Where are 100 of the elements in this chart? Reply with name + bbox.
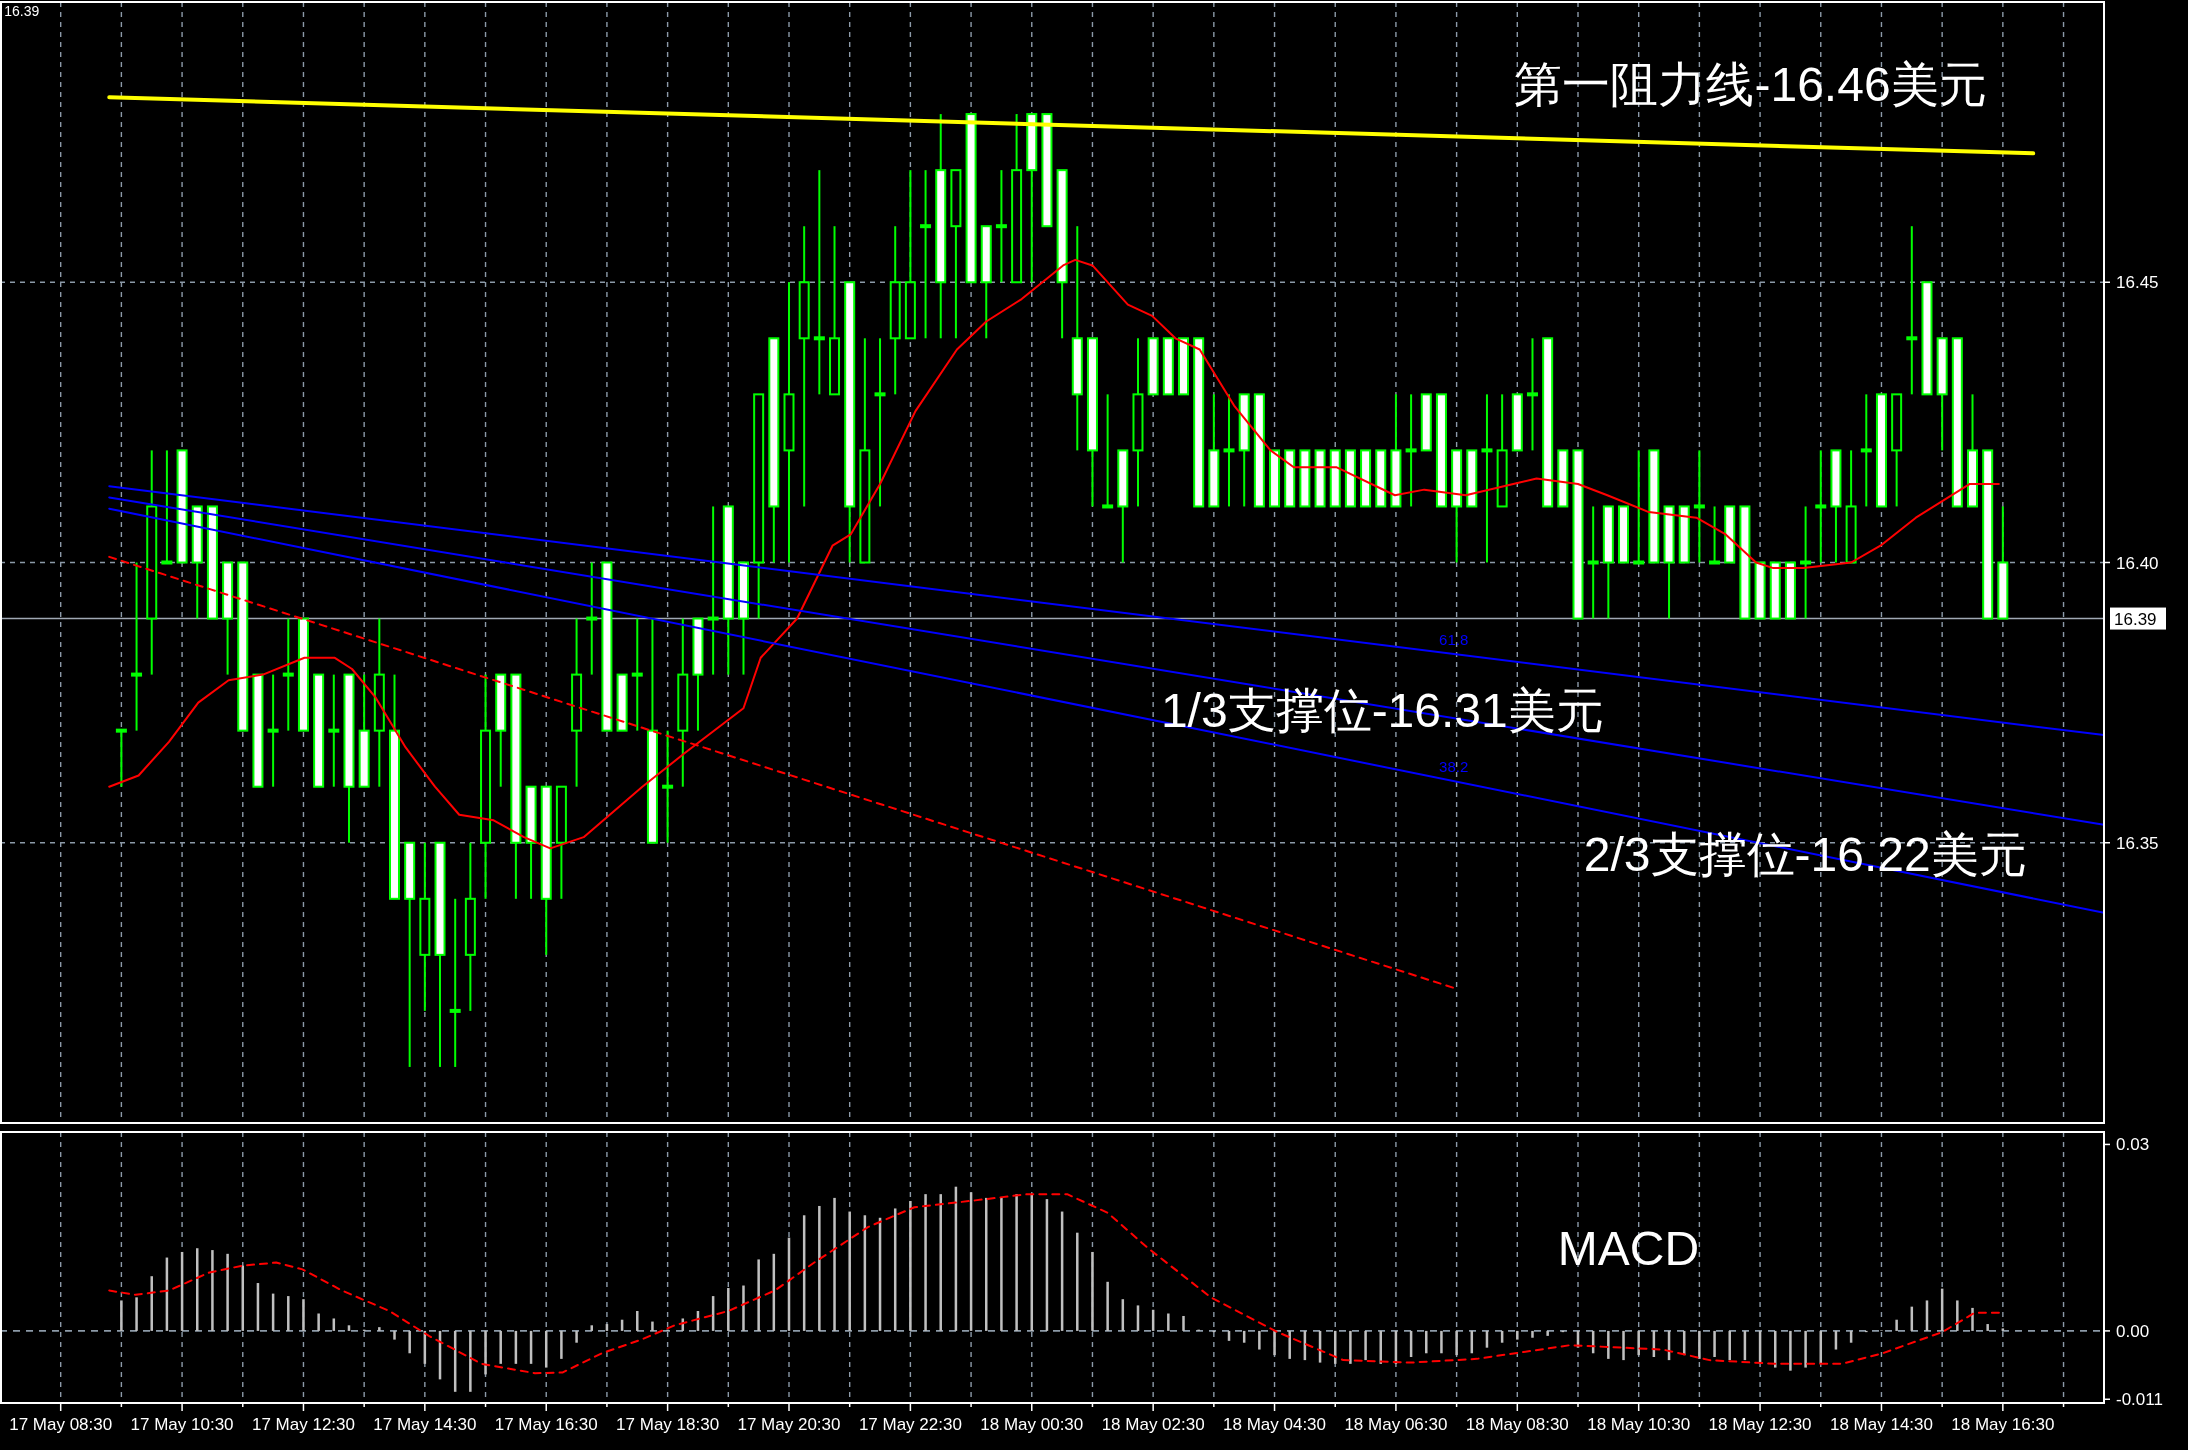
x-tick-label: 18 May 00:30	[980, 1415, 1084, 1434]
bar	[1774, 1330, 1777, 1368]
bar	[1440, 1330, 1443, 1354]
candlestick	[874, 337, 886, 508]
x-tick-label: 17 May 22:30	[858, 1415, 962, 1434]
bar	[1106, 1281, 1109, 1331]
bar	[1015, 1194, 1018, 1331]
bar	[1288, 1330, 1291, 1359]
annotation: 第一阻力线-16.46美元	[1514, 57, 1987, 111]
candlestick	[631, 617, 643, 732]
x-tick-label: 17 May 08:30	[9, 1415, 113, 1434]
candlestick	[920, 169, 932, 340]
bar	[1622, 1330, 1625, 1361]
bar	[1728, 1330, 1731, 1361]
bar	[1804, 1330, 1807, 1368]
bar	[1258, 1330, 1261, 1350]
candlestick	[1223, 393, 1235, 508]
y-tick-label: 0.00	[2116, 1321, 2150, 1341]
y-tick-label: 16.45	[2116, 273, 2159, 293]
candlestick	[1633, 449, 1645, 565]
bar	[484, 1330, 487, 1375]
series-label: 61.8	[1439, 631, 1469, 649]
candlestick	[662, 729, 674, 844]
x-tick-label: 17 May 14:30	[373, 1415, 477, 1434]
candlestick	[813, 169, 825, 396]
y-tick-label: 0.03	[2116, 1135, 2150, 1155]
y-tick-label: -0.011	[2116, 1390, 2163, 1410]
bar	[211, 1250, 214, 1331]
x-tick-label: 18 May 08:30	[1465, 1415, 1569, 1434]
bar	[742, 1285, 745, 1331]
candlestick	[1906, 225, 1918, 396]
bar	[1531, 1330, 1534, 1338]
bar	[196, 1248, 199, 1331]
candlestick	[328, 673, 340, 788]
candlestick	[115, 728, 127, 788]
bar	[848, 1211, 851, 1331]
bar	[1713, 1330, 1716, 1358]
bar	[499, 1330, 502, 1364]
bar	[150, 1276, 153, 1331]
bar	[1637, 1330, 1640, 1356]
bar	[120, 1300, 123, 1331]
candlestick	[1587, 505, 1599, 620]
bar	[1076, 1232, 1079, 1331]
candlestick	[1405, 393, 1417, 508]
y-tick-label: 16.40	[2116, 553, 2159, 573]
x-tick-label: 18 May 10:30	[1587, 1415, 1691, 1434]
x-tick-label: 18 May 12:30	[1708, 1415, 1812, 1434]
candlestick	[1102, 393, 1114, 509]
bar	[909, 1200, 912, 1331]
candlestick	[161, 449, 173, 565]
candlestick	[1709, 505, 1721, 565]
x-tick-label: 17 May 12:30	[251, 1415, 355, 1434]
bar	[818, 1205, 821, 1331]
bar	[1167, 1313, 1170, 1331]
bar	[302, 1299, 305, 1331]
bar	[2001, 1328, 2005, 1331]
bar	[1698, 1330, 1701, 1359]
candlestick	[267, 673, 279, 788]
x-tick-label: 18 May 16:30	[1951, 1415, 2055, 1434]
bar	[727, 1288, 730, 1331]
x-tick-label: 17 May 20:30	[737, 1415, 841, 1434]
bar	[135, 1297, 138, 1331]
bar	[1895, 1319, 1898, 1331]
candlestick	[131, 561, 143, 732]
bar	[560, 1330, 563, 1359]
bar	[1956, 1300, 1959, 1331]
bar	[651, 1321, 654, 1331]
bar	[833, 1197, 836, 1331]
bar	[636, 1311, 639, 1331]
bar	[378, 1327, 381, 1331]
bar	[1000, 1197, 1003, 1331]
bar	[317, 1313, 320, 1331]
y-tick-label: 16.35	[2116, 833, 2159, 853]
candlestick	[995, 169, 1007, 284]
bar	[1364, 1330, 1367, 1361]
x-tick-label: 18 May 14:30	[1829, 1415, 1933, 1434]
bar	[1455, 1330, 1458, 1356]
candlestick	[707, 505, 719, 676]
candlestick	[282, 617, 294, 732]
bar	[1273, 1330, 1276, 1356]
bar	[1789, 1330, 1792, 1371]
bar	[226, 1253, 229, 1331]
bar	[1425, 1330, 1428, 1354]
bar	[985, 1197, 988, 1331]
bar	[393, 1330, 396, 1340]
candlestick	[1860, 393, 1872, 508]
bar	[575, 1330, 578, 1343]
ref-line-label: 16.39	[2114, 609, 2157, 629]
bar	[924, 1194, 927, 1331]
candlestick	[1481, 393, 1493, 564]
series-label: 38.2	[1439, 758, 1469, 776]
candlestick	[1800, 505, 1812, 620]
x-tick-label: 18 May 04:30	[1223, 1415, 1327, 1434]
bar	[1986, 1324, 1989, 1331]
candlestick	[1693, 449, 1705, 564]
candlestick	[1815, 449, 1827, 564]
bar	[1182, 1315, 1185, 1331]
annotation: MACD	[1557, 1221, 1700, 1275]
x-tick-label: 17 May 10:30	[130, 1415, 234, 1434]
bar	[469, 1330, 472, 1392]
